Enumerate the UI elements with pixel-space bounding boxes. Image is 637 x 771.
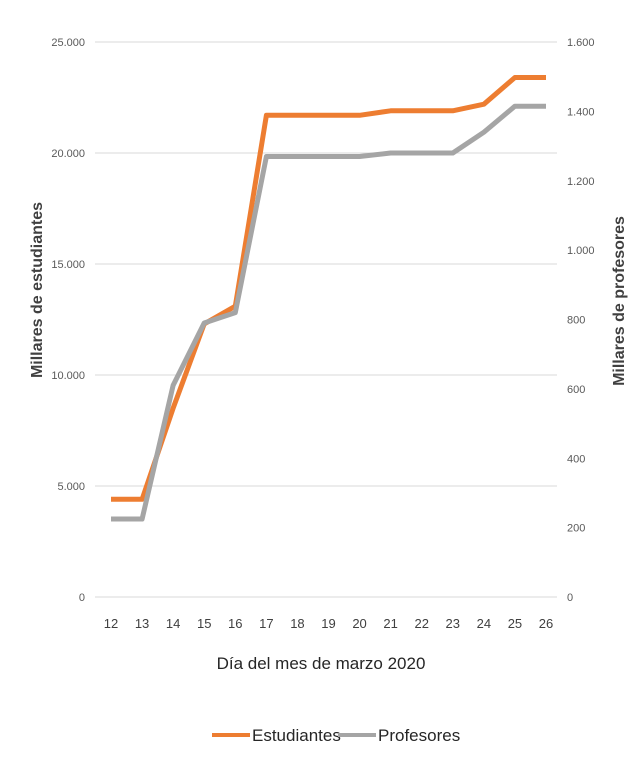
right-tick-label: 1.200 [567,176,595,188]
x-tick-label: 23 [446,616,460,631]
gridlines [95,41,557,598]
x-tick-label: 15 [197,616,211,631]
x-tick-label: 19 [321,616,335,631]
x-tick-label: 12 [104,616,118,631]
x-tick-label: 21 [383,616,397,631]
x-tick-label: 18 [290,616,304,631]
left-tick-label: 20.000 [51,148,85,160]
x-axis-title: Día del mes de marzo 2020 [217,654,426,673]
legend-label-estudiantes: Estudiantes [252,726,341,745]
left-tick-label: 0 [79,592,85,604]
x-tick-label: 25 [508,616,522,631]
x-tick-label: 22 [414,616,428,631]
x-tick-label: 20 [352,616,366,631]
right-tick-label: 800 [567,315,585,327]
series-line-profesores [111,103,546,522]
right-tick-label: 1.400 [567,106,595,118]
legend: Estudiantes Profesores [212,726,460,745]
x-tick-label: 17 [259,616,273,631]
right-tick-label: 600 [567,384,585,396]
left-tick-label: 5.000 [57,481,85,493]
series-lines [111,75,546,522]
left-tick-label: 25.000 [51,37,85,49]
series-line-estudiantes [111,75,546,502]
right-tick-label: 1.000 [567,245,595,257]
x-tick-label: 16 [228,616,242,631]
right-tick-label: 200 [567,523,585,535]
left-axis-title: Millares de estudiantes [29,202,46,378]
x-tick-label: 26 [539,616,553,631]
right-tick-label: 1.600 [567,37,595,49]
x-axis-ticks: 12 13 14 15 16 17 18 19 20 21 22 23 24 25 26 [104,616,553,631]
right-axis-title: Millares de profesores [611,216,628,386]
right-axis-ticks: 0 200 400 600 800 1.000 1.200 1.400 1.600 [567,37,595,604]
legend-label-profesores: Profesores [378,726,460,745]
right-tick-label: 0 [567,592,573,604]
left-axis-ticks: 0 5.000 10.000 15.000 20.000 25.000 [51,37,85,604]
x-tick-label: 24 [477,616,491,631]
right-tick-label: 400 [567,453,585,465]
x-tick-label: 13 [135,616,149,631]
left-tick-label: 10.000 [51,370,85,382]
x-tick-label: 14 [166,616,180,631]
left-tick-label: 15.000 [51,259,85,271]
